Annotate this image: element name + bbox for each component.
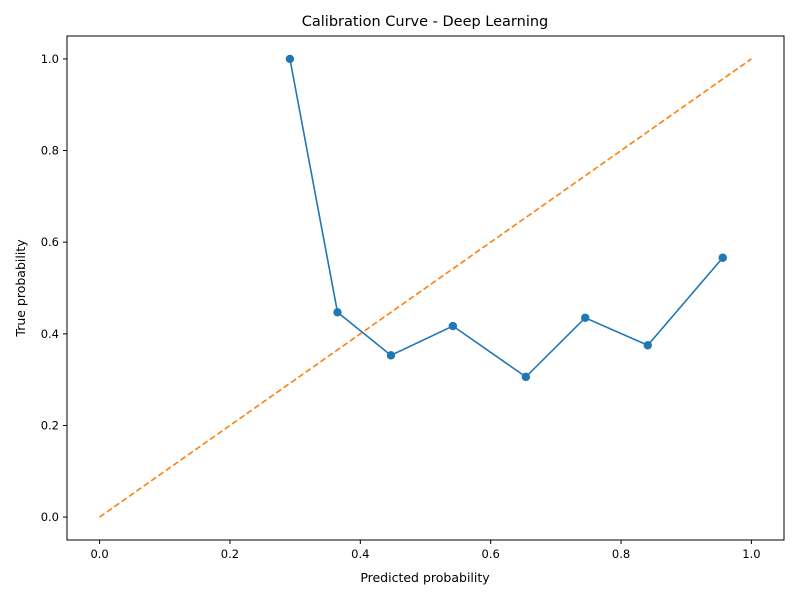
x-tick-label: 0.0 — [90, 547, 108, 561]
y-tick-label: 0.0 — [41, 510, 59, 524]
y-tick-label: 1.0 — [41, 52, 59, 66]
plot-area — [99, 54, 752, 518]
y-tick-label: 0.4 — [41, 327, 59, 341]
calibration-point — [333, 308, 342, 317]
y-axis-label: True probability — [13, 239, 28, 338]
x-tick-label: 0.8 — [612, 547, 630, 561]
y-tick-label: 0.2 — [41, 418, 59, 432]
axis-ticks: 0.0 0.2 0.4 0.6 0.8 1.0 0.0 0.2 0.4 0.6 0.8 1.0 — [41, 52, 761, 561]
x-tick-label: 0.4 — [351, 547, 369, 561]
x-axis-label: Predicted probability — [360, 570, 490, 585]
reference-diagonal-line — [99, 58, 752, 518]
calibration-point — [448, 321, 458, 331]
calibration-curve-line — [289, 58, 724, 378]
y-tick-label: 0.8 — [41, 144, 59, 158]
calibration-point — [718, 253, 727, 262]
x-tick-label: 0.2 — [221, 547, 239, 561]
calibration-point — [580, 313, 590, 322]
x-tick-label: 1.0 — [742, 547, 760, 561]
chart-title: Calibration Curve - Deep Learning — [302, 14, 549, 30]
y-tick-label: 0.6 — [41, 235, 59, 249]
calibration-point — [643, 341, 652, 350]
axes-frame — [66, 35, 785, 541]
calibration-point — [285, 54, 295, 64]
x-tick-label: 0.6 — [482, 547, 500, 561]
calibration-point — [521, 372, 531, 382]
calibration-point — [386, 351, 396, 360]
